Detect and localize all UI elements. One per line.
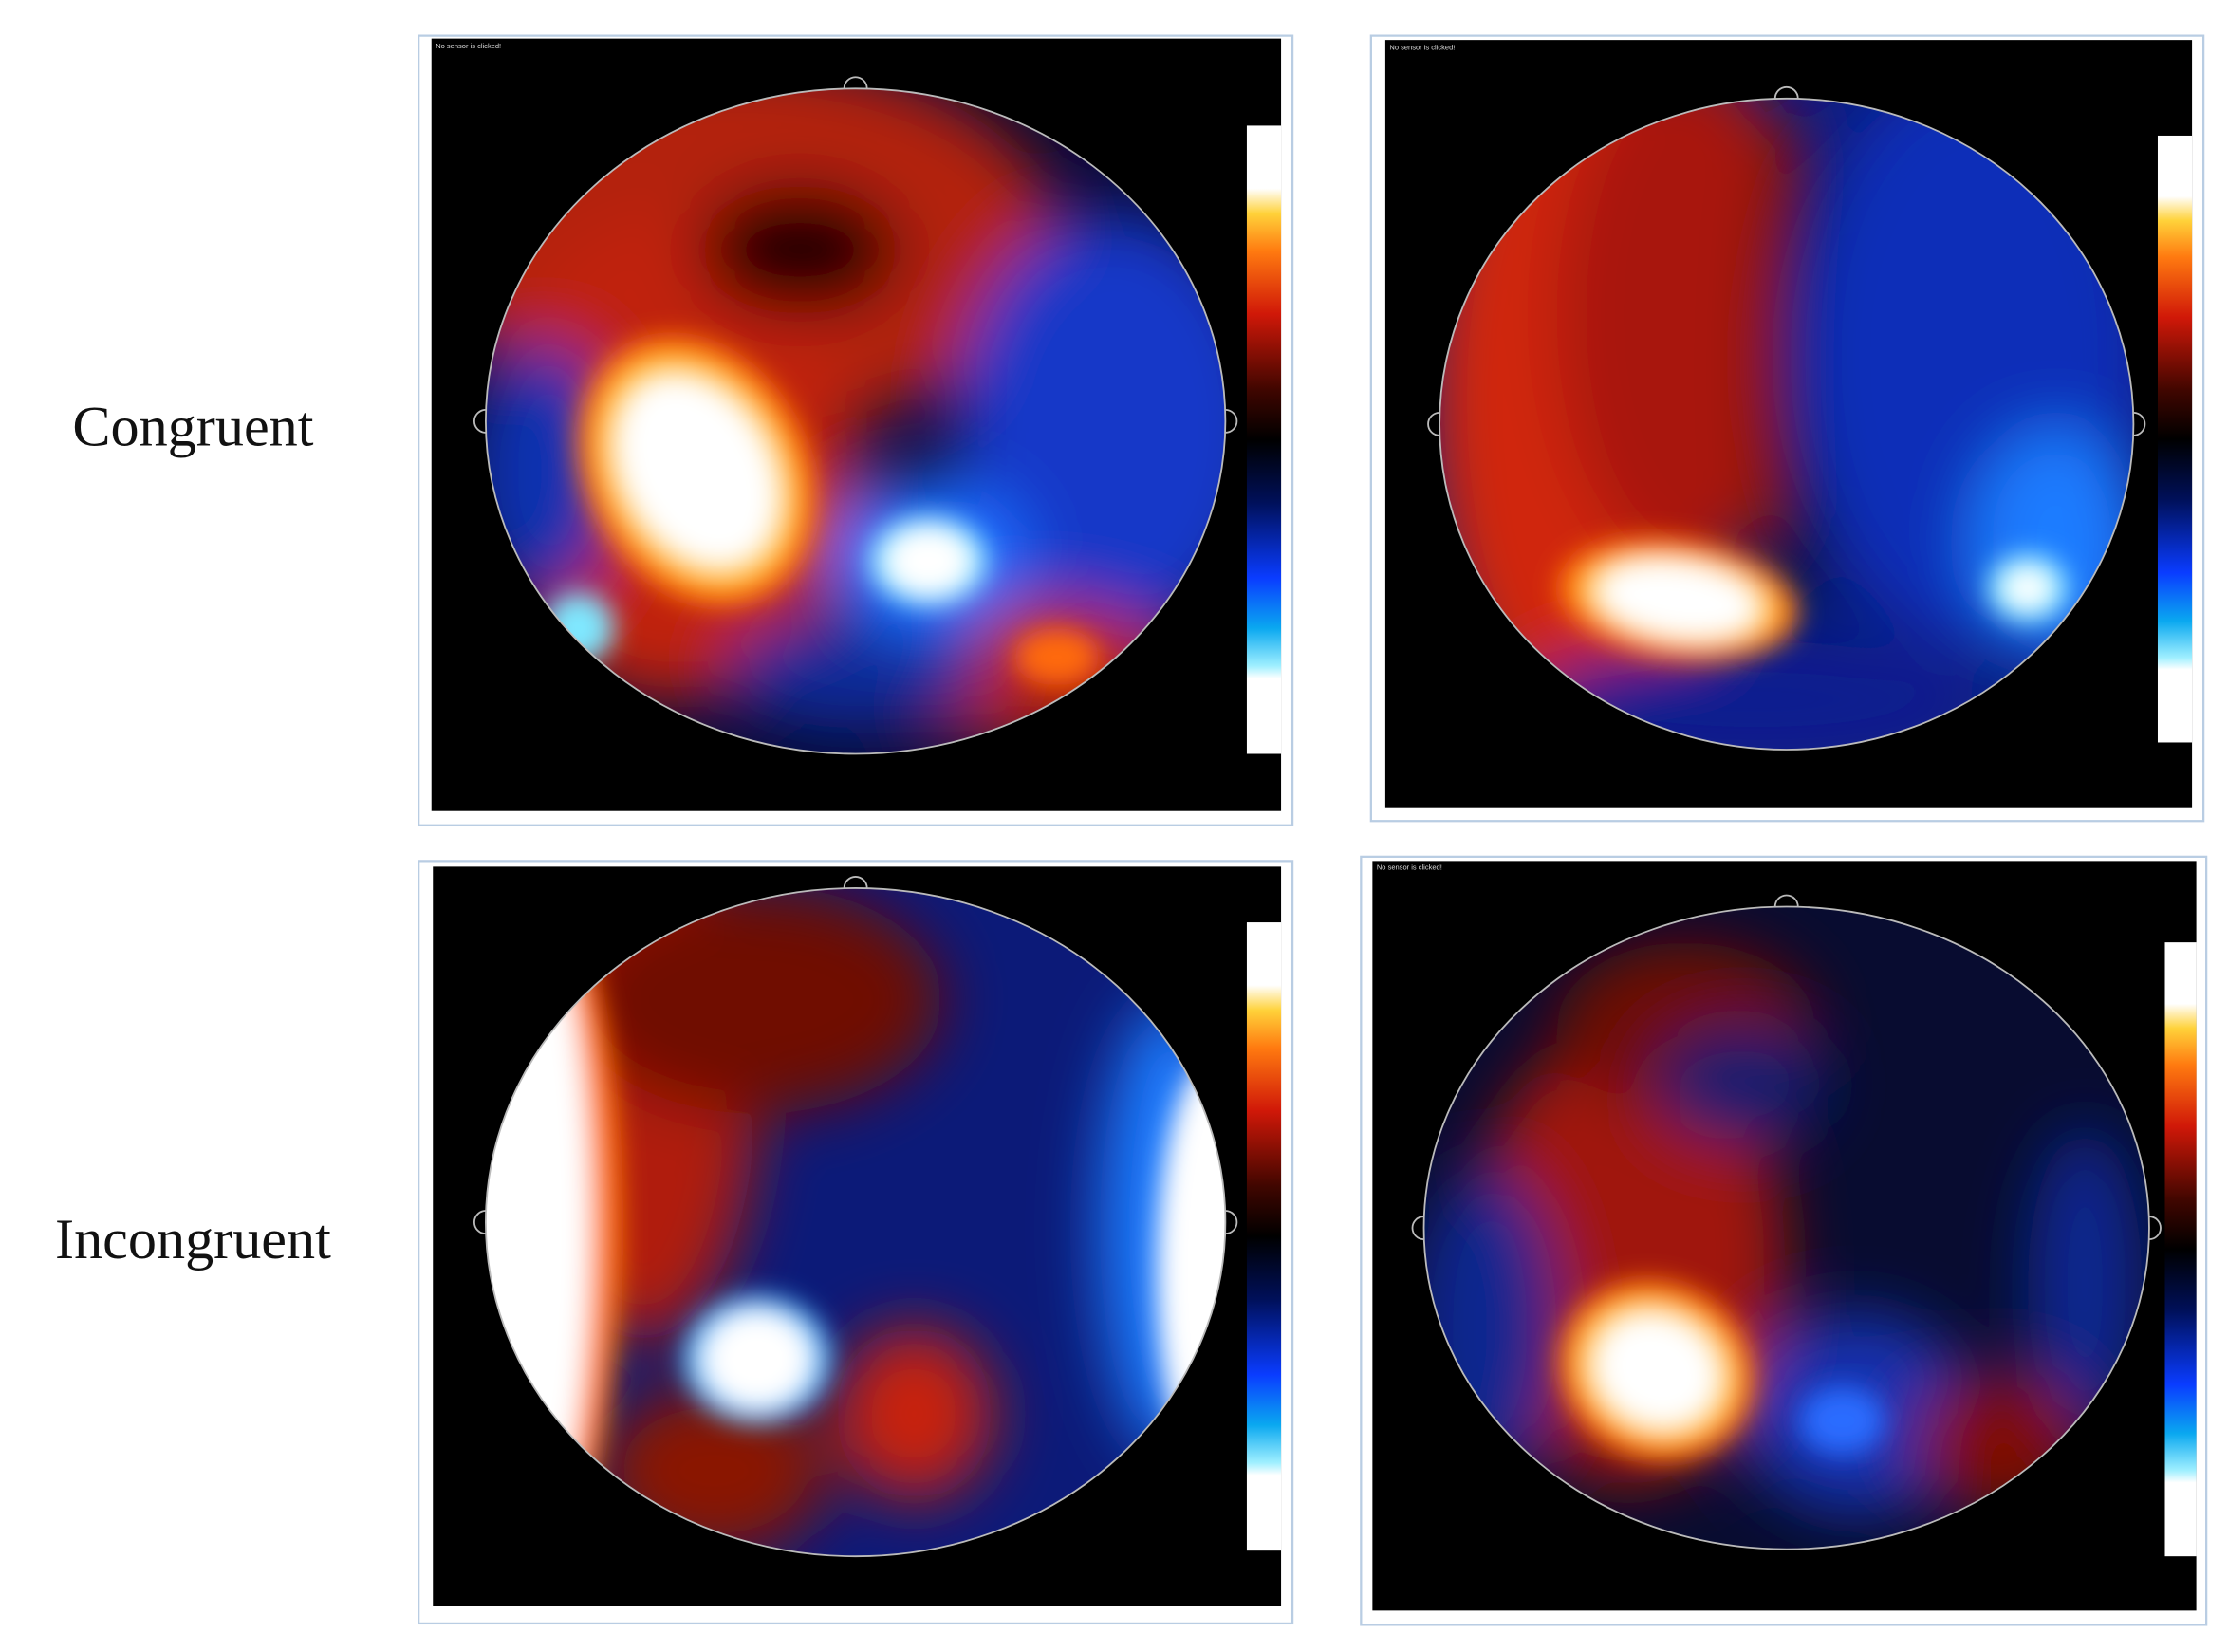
- topomap-panel: [418, 860, 1294, 1625]
- topomap-panel: No sensor is clicked!: [1369, 34, 2205, 823]
- panel-caption: No sensor is clicked!: [1377, 863, 1442, 871]
- row-label: Congruent: [72, 396, 313, 459]
- panel-caption: No sensor is clicked!: [436, 42, 501, 50]
- row-label: Incongruent: [55, 1208, 331, 1271]
- topomap-panel: No sensor is clicked!: [418, 34, 1294, 826]
- topomap-panel: No sensor is clicked!: [1360, 855, 2208, 1626]
- panel-caption: No sensor is clicked!: [1389, 44, 1455, 52]
